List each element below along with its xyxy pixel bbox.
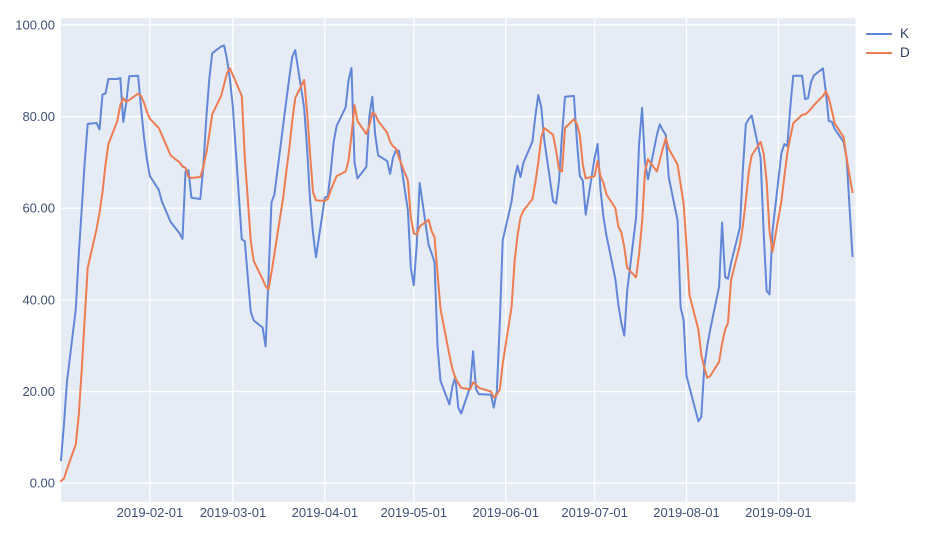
legend-label-K: K xyxy=(900,26,910,41)
y-tick-20.00: 20.00 xyxy=(22,384,55,399)
y-axis-tick-labels: 0.00 20.00 40.00 60.00 80.00 100.00 xyxy=(15,17,55,490)
x-tick-2019-08-01: 2019-08-01 xyxy=(653,505,720,520)
x-axis-tick-labels: 2019-02-01 2019-03-01 2019-04-01 2019-05-01… xyxy=(117,505,812,520)
legend-item-D[interactable]: D xyxy=(866,43,910,62)
y-tick-60.00: 60.00 xyxy=(22,201,55,216)
y-tick-40.00: 40.00 xyxy=(22,292,55,307)
x-tick-2019-09-01: 2019-09-01 xyxy=(745,505,812,520)
plot-area[interactable] xyxy=(61,18,856,502)
x-tick-2019-02-01: 2019-02-01 xyxy=(117,505,184,520)
legend-item-K[interactable]: K xyxy=(866,24,910,43)
x-tick-2019-04-01: 2019-04-01 xyxy=(292,505,359,520)
y-tick-100.00: 100.00 xyxy=(15,17,55,32)
x-tick-2019-06-01: 2019-06-01 xyxy=(472,505,539,520)
k-line[interactable] xyxy=(60,44,854,462)
legend-label-D: D xyxy=(900,45,910,60)
x-tick-2019-03-01: 2019-03-01 xyxy=(200,505,267,520)
x-tick-2019-07-01: 2019-07-01 xyxy=(561,505,628,520)
x-tick-2019-05-01: 2019-05-01 xyxy=(381,505,448,520)
legend-swatch-D xyxy=(866,51,892,54)
data-lines xyxy=(60,44,854,482)
d-line[interactable] xyxy=(60,67,854,482)
y-tick-80.00: 80.00 xyxy=(22,109,55,124)
horizontal-gridlines xyxy=(61,24,856,484)
legend-swatch-K xyxy=(866,32,892,35)
y-tick-0.00: 0.00 xyxy=(30,476,55,491)
